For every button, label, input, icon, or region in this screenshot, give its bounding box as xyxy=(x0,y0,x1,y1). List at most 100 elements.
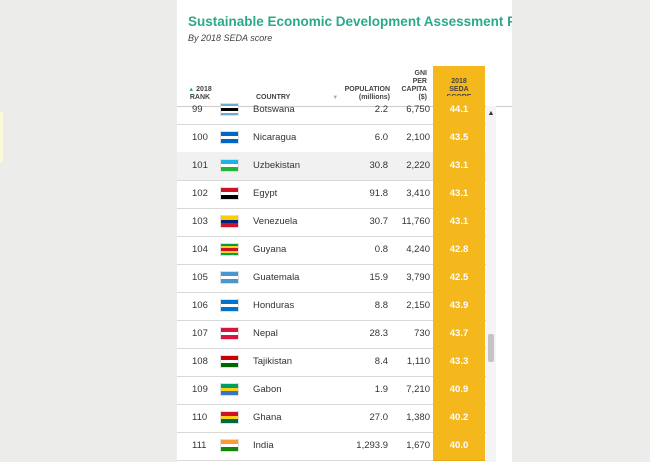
country-cell: Tajikistan xyxy=(253,356,293,367)
rank-cell: 108 xyxy=(192,356,208,367)
country-flag-icon xyxy=(220,103,239,116)
seda-score-cell: 43.3 xyxy=(433,348,485,377)
table-row[interactable]: 104 Guyana 0.8 4,240 42.8 xyxy=(177,236,487,265)
gni-cell: 2,150 xyxy=(406,300,430,311)
country-flag-icon xyxy=(220,271,239,284)
table-row[interactable]: 99 Botswana 2.2 6,750 44.1 xyxy=(177,96,487,125)
rank-cell: 105 xyxy=(192,272,208,283)
seda-score-cell: 43.9 xyxy=(433,292,485,321)
country-flag-icon xyxy=(220,327,239,340)
country-cell: Guyana xyxy=(253,244,287,255)
table-row[interactable]: 101 Uzbekistan 30.8 2,220 43.1 xyxy=(177,152,487,181)
country-cell: Honduras xyxy=(253,300,295,311)
country-cell: Uzbekistan xyxy=(253,160,300,171)
rank-cell: 103 xyxy=(192,216,208,227)
table-row[interactable]: 103 Venezuela 30.7 11,760 43.1 xyxy=(177,208,487,237)
population-cell: 27.0 xyxy=(369,412,389,423)
gni-cell: 11,760 xyxy=(401,216,430,227)
table-row[interactable]: 100 Nicaragua 6.0 2,100 43.5 xyxy=(177,124,487,153)
gni-cell: 4,240 xyxy=(406,244,430,255)
seda-score-cell: 40.9 xyxy=(433,376,485,405)
gni-cell: 730 xyxy=(414,328,430,339)
population-cell: 8.8 xyxy=(374,300,388,311)
page-subtitle: By 2018 SEDA score xyxy=(188,33,273,43)
country-cell: Gabon xyxy=(253,384,282,395)
rank-header-label: 2018 RANK xyxy=(189,86,212,101)
gni-header-label: GNI PER CAPITA ($) xyxy=(401,70,427,101)
population-cell: 91.8 xyxy=(369,188,389,199)
country-flag-icon xyxy=(220,187,239,200)
population-cell: 30.7 xyxy=(369,216,389,227)
population-cell: 2.2 xyxy=(374,104,388,115)
scroll-up-arrow-icon[interactable]: ▲ xyxy=(487,110,495,117)
table-row[interactable]: 108 Tajikistan 8.4 1,110 43.3 xyxy=(177,348,487,377)
population-cell: 0.8 xyxy=(374,244,388,255)
rank-header[interactable]: ▲ 2018 RANK xyxy=(185,86,215,102)
country-cell: Venezuela xyxy=(253,216,298,227)
country-flag-icon xyxy=(220,215,239,228)
seda-score-cell: 44.1 xyxy=(433,96,485,125)
seda-score-cell: 40.2 xyxy=(433,404,485,433)
population-cell: 1.9 xyxy=(374,384,388,395)
table-row[interactable]: 106 Honduras 8.8 2,150 43.9 xyxy=(177,292,487,321)
rank-cell: 99 xyxy=(192,104,203,115)
rank-cell: 101 xyxy=(192,160,208,171)
seda-score-cell: 43.1 xyxy=(433,180,485,209)
country-cell: Botswana xyxy=(253,104,295,115)
country-flag-icon xyxy=(220,299,239,312)
scrollbar[interactable]: ▲ xyxy=(486,106,496,462)
gni-cell: 1,670 xyxy=(406,440,430,451)
gni-cell: 2,100 xyxy=(406,132,430,143)
gni-cell: 6,750 xyxy=(406,104,430,115)
sort-up-icon: ▲ xyxy=(188,87,195,93)
seda-score-cell: 43.5 xyxy=(433,124,485,153)
population-cell: 6.0 xyxy=(374,132,388,143)
rank-cell: 102 xyxy=(192,188,208,199)
population-cell: 15.9 xyxy=(369,272,389,283)
country-flag-icon xyxy=(220,243,239,256)
seda-score-cell: 42.5 xyxy=(433,264,485,293)
table-row[interactable]: 107 Nepal 28.3 730 43.7 xyxy=(177,320,487,349)
gni-cell: 7,210 xyxy=(406,384,430,395)
country-header[interactable]: COUNTRY ▼ xyxy=(256,94,338,102)
population-header-label: POPULATION (millions) xyxy=(344,86,390,101)
population-cell: 1,293.9 xyxy=(356,440,388,451)
page-title: Sustainable Economic Development Assessm… xyxy=(188,14,512,29)
table-row[interactable]: 105 Guatemala 15.9 3,790 42.5 xyxy=(177,264,487,293)
country-header-label: COUNTRY xyxy=(256,94,291,101)
rank-cell: 110 xyxy=(192,412,208,423)
population-cell: 30.8 xyxy=(369,160,389,171)
country-cell: Guatemala xyxy=(253,272,300,283)
population-header[interactable]: POPULATION (millions) xyxy=(335,86,390,102)
country-flag-icon xyxy=(220,355,239,368)
rank-cell: 107 xyxy=(192,328,208,339)
rank-cell: 100 xyxy=(192,132,208,143)
population-cell: 8.4 xyxy=(374,356,388,367)
gni-cell: 1,110 xyxy=(406,356,430,367)
country-cell: Egypt xyxy=(253,188,278,199)
country-cell: Ghana xyxy=(253,412,282,423)
table-row[interactable]: 111 India 1,293.9 1,670 40.0 xyxy=(177,432,487,461)
seda-score-cell: 42.8 xyxy=(433,236,485,265)
country-cell: Nepal xyxy=(253,328,278,339)
country-flag-icon xyxy=(220,411,239,424)
table-row[interactable]: 110 Ghana 27.0 1,380 40.2 xyxy=(177,404,487,433)
seda-score-cell: 43.7 xyxy=(433,320,485,349)
seda-score-cell: 40.0 xyxy=(433,432,485,461)
gni-cell: 3,410 xyxy=(406,188,430,199)
country-flag-icon xyxy=(220,439,239,452)
country-cell: Nicaragua xyxy=(253,132,297,143)
sort-down-icon: ▼ xyxy=(332,95,339,101)
scroll-thumb[interactable] xyxy=(488,334,494,362)
seda-score-cell: 43.1 xyxy=(433,208,485,237)
gni-header[interactable]: GNI PER CAPITA ($) xyxy=(395,70,427,102)
rank-cell: 111 xyxy=(192,440,207,451)
table-row[interactable]: 102 Egypt 91.8 3,410 43.1 xyxy=(177,180,487,209)
population-cell: 28.3 xyxy=(369,328,389,339)
side-highlight xyxy=(0,112,3,162)
seda-score-cell: 43.1 xyxy=(433,152,485,181)
country-flag-icon xyxy=(220,131,239,144)
table-row[interactable]: 109 Gabon 1.9 7,210 40.9 xyxy=(177,376,487,405)
gni-cell: 2,220 xyxy=(406,160,430,171)
rank-cell: 109 xyxy=(192,384,208,395)
